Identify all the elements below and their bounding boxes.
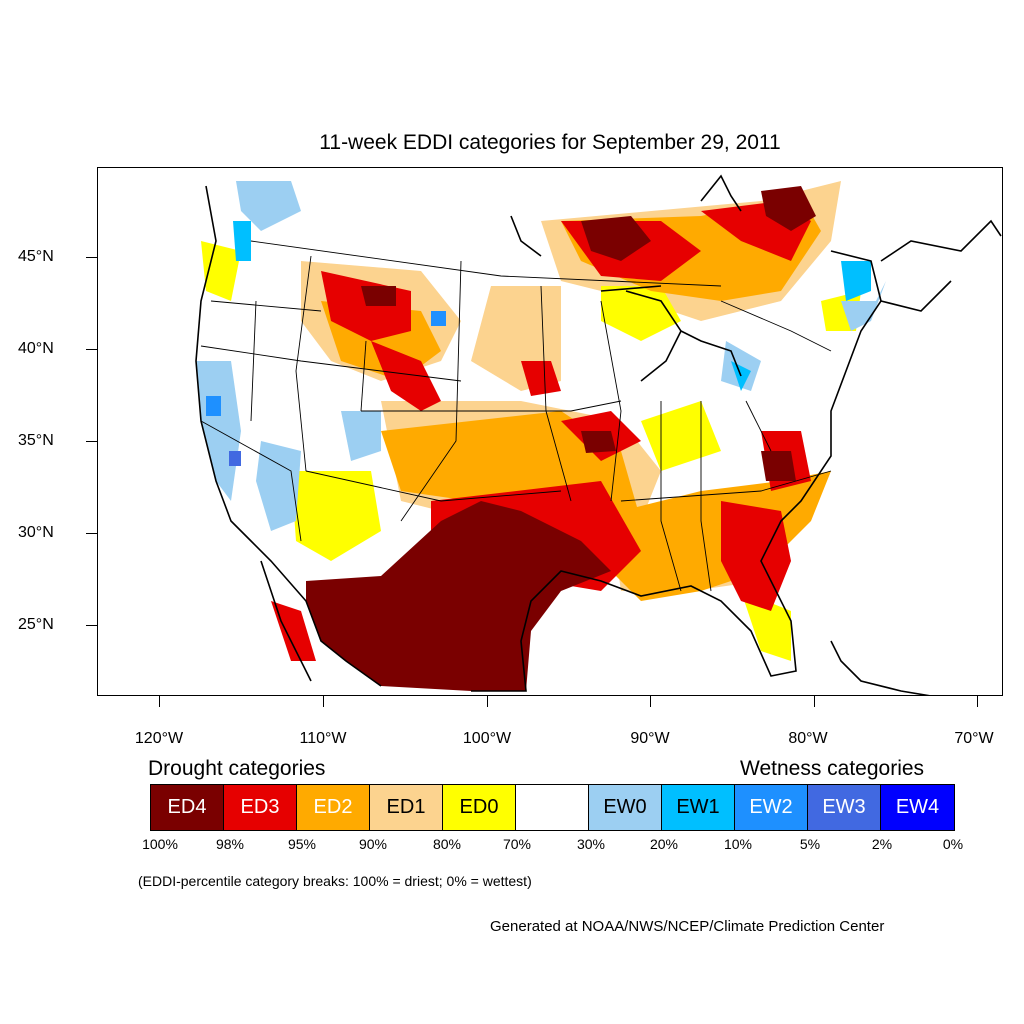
lat-tick bbox=[86, 533, 97, 534]
lat-tick bbox=[86, 349, 97, 350]
legend-box-ed1: ED1 bbox=[370, 785, 443, 830]
drought-heading: Drought categories bbox=[148, 757, 326, 780]
lat-label: 30°N bbox=[18, 524, 54, 541]
lat-label: 25°N bbox=[18, 616, 54, 633]
percentile-label: 5% bbox=[799, 836, 821, 852]
lat-label: 40°N bbox=[18, 340, 54, 357]
lat-tick bbox=[86, 257, 97, 258]
percentile-label: 20% bbox=[649, 836, 679, 852]
percentile-label: 30% bbox=[576, 836, 606, 852]
percentile-label: 0% bbox=[942, 836, 964, 852]
lat-tick bbox=[86, 625, 97, 626]
percentile-label: 90% bbox=[358, 836, 388, 852]
ew3-regions bbox=[229, 451, 241, 466]
percentile-label: 100% bbox=[142, 836, 178, 852]
legend-box-ed3: ED3 bbox=[224, 785, 297, 830]
lon-tick bbox=[977, 696, 978, 707]
map-title: 11-week EDDI categories for September 29… bbox=[319, 131, 781, 154]
legend-box-normal bbox=[516, 785, 589, 830]
percentile-label: 98% bbox=[215, 836, 245, 852]
legend-colorbar: ED4 ED3 ED2 ED1 ED0 EW0 EW1 EW2 EW3 EW4 bbox=[150, 784, 955, 831]
credit-line: Generated at NOAA/NWS/NCEP/Climate Predi… bbox=[490, 918, 885, 935]
percentile-label: 2% bbox=[871, 836, 893, 852]
percentile-label: 10% bbox=[723, 836, 753, 852]
lon-label: 80°W bbox=[788, 730, 828, 747]
ed4-regions bbox=[306, 186, 816, 691]
lat-label: 35°N bbox=[18, 432, 54, 449]
map-graphic bbox=[195, 171, 1002, 695]
coastlines bbox=[195, 174, 1002, 695]
legend-box-ed2: ED2 bbox=[297, 785, 370, 830]
legend-box-ew1: EW1 bbox=[662, 785, 735, 830]
legend-box-ew3: EW3 bbox=[808, 785, 881, 830]
lon-label: 110°W bbox=[299, 730, 347, 747]
lat-tick bbox=[86, 441, 97, 442]
lon-tick bbox=[487, 696, 488, 707]
legend-box-ew0: EW0 bbox=[589, 785, 662, 830]
percentile-label: 70% bbox=[502, 836, 532, 852]
percentile-label: 80% bbox=[432, 836, 462, 852]
lon-tick bbox=[814, 696, 815, 707]
lon-label: 100°W bbox=[462, 730, 512, 747]
lat-label: 45°N bbox=[18, 248, 54, 265]
category-note: (EDDI-percentile category breaks: 100% =… bbox=[138, 873, 532, 889]
ew2-regions bbox=[206, 311, 446, 416]
legend-box-ed0: ED0 bbox=[443, 785, 516, 830]
lon-tick bbox=[650, 696, 651, 707]
legend-box-ew4: EW4 bbox=[881, 785, 954, 830]
percentile-label: 95% bbox=[287, 836, 317, 852]
lon-tick bbox=[159, 696, 160, 707]
lon-label: 90°W bbox=[630, 730, 670, 747]
legend-box-ed4: ED4 bbox=[151, 785, 224, 830]
lon-tick bbox=[323, 696, 324, 707]
lon-label: 70°W bbox=[954, 730, 994, 747]
wetness-heading: Wetness categories bbox=[740, 757, 925, 780]
state-boundaries bbox=[200, 240, 832, 592]
lon-label: 120°W bbox=[134, 730, 184, 747]
legend-box-ew2: EW2 bbox=[735, 785, 808, 830]
eddi-map bbox=[97, 167, 1003, 696]
